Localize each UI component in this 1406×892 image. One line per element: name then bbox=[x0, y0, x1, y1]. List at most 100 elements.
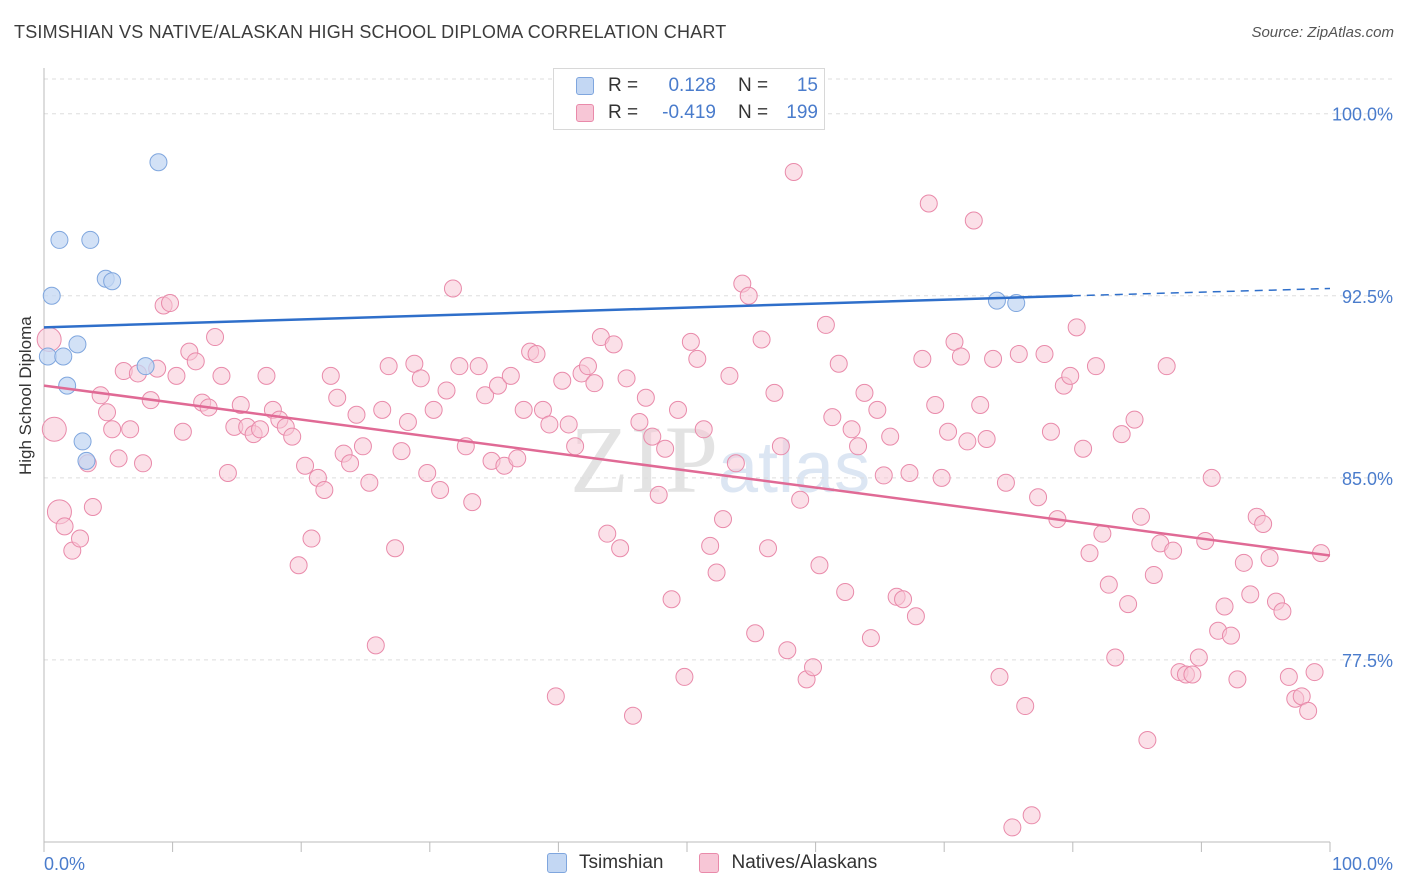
data-point-natives bbox=[443, 279, 462, 298]
data-point-natives bbox=[418, 463, 437, 482]
data-point-tsimshian bbox=[42, 286, 61, 305]
data-point-natives bbox=[186, 352, 205, 371]
data-point-natives bbox=[1164, 541, 1183, 560]
data-point-natives bbox=[1183, 665, 1202, 684]
legend-n-value: 199 bbox=[786, 102, 818, 123]
data-point-natives bbox=[1022, 806, 1041, 825]
legend-row-natives: R = -0.419 N = 199 bbox=[576, 101, 818, 125]
data-point-natives bbox=[816, 315, 835, 334]
legend-item-natives: Natives/Alaskans bbox=[699, 852, 877, 874]
data-point-natives bbox=[360, 473, 379, 492]
data-point-natives bbox=[121, 420, 140, 439]
data-point-natives bbox=[1221, 626, 1240, 645]
data-point-natives bbox=[1138, 731, 1157, 750]
data-point-tsimshian bbox=[149, 153, 168, 172]
data-point-natives bbox=[662, 590, 681, 609]
data-point-natives bbox=[932, 468, 951, 487]
data-point-natives bbox=[951, 347, 970, 366]
data-point-natives bbox=[900, 463, 919, 482]
data-point-natives bbox=[784, 162, 803, 181]
data-point-natives bbox=[386, 539, 405, 558]
x-tick-label: 100.0% bbox=[1332, 854, 1393, 874]
data-point-natives bbox=[463, 493, 482, 512]
data-point-natives bbox=[855, 383, 874, 402]
data-point-natives bbox=[1273, 602, 1292, 621]
data-point-natives bbox=[752, 330, 771, 349]
legend-swatch-blue bbox=[576, 77, 594, 95]
data-point-natives bbox=[347, 405, 366, 424]
data-point-natives bbox=[1189, 648, 1208, 667]
data-point-natives bbox=[231, 396, 250, 415]
data-point-natives bbox=[161, 294, 180, 313]
data-point-natives bbox=[746, 624, 765, 643]
data-point-natives bbox=[681, 332, 700, 351]
data-point-natives bbox=[739, 286, 758, 305]
data-point-natives bbox=[289, 556, 308, 575]
data-point-natives bbox=[842, 420, 861, 439]
data-point-natives bbox=[501, 366, 520, 385]
data-point-natives bbox=[881, 427, 900, 446]
data-point-tsimshian bbox=[50, 230, 69, 249]
data-point-natives bbox=[649, 485, 668, 504]
data-point-natives bbox=[469, 357, 488, 376]
data-point-natives bbox=[720, 366, 739, 385]
data-point-natives bbox=[630, 413, 649, 432]
data-point-natives bbox=[257, 366, 276, 385]
data-point-natives bbox=[1080, 544, 1099, 563]
data-point-natives bbox=[836, 582, 855, 601]
data-point-natives bbox=[476, 386, 495, 405]
y-tick-label: 77.5% bbox=[1342, 651, 1393, 671]
data-point-natives bbox=[321, 366, 340, 385]
data-point-natives bbox=[1093, 524, 1112, 543]
trend-line-natives bbox=[43, 384, 1331, 557]
data-point-natives bbox=[688, 349, 707, 368]
legend-label-tsimshian: Tsimshian bbox=[579, 852, 664, 873]
data-point-natives bbox=[1234, 553, 1253, 572]
data-point-natives bbox=[675, 667, 694, 686]
data-point-natives bbox=[411, 369, 430, 388]
data-point-natives bbox=[623, 706, 642, 725]
correlation-legend: R = 0.128 N = 15 R = -0.419 N = 199 bbox=[553, 68, 825, 130]
data-point-natives bbox=[1125, 410, 1144, 429]
data-point-natives bbox=[611, 539, 630, 558]
data-point-natives bbox=[971, 396, 990, 415]
data-point-natives bbox=[1041, 422, 1060, 441]
data-point-natives bbox=[488, 376, 507, 395]
data-point-natives bbox=[283, 427, 302, 446]
data-point-natives bbox=[553, 371, 572, 390]
data-point-natives bbox=[1035, 345, 1054, 364]
data-point-natives bbox=[109, 449, 128, 468]
data-point-natives bbox=[714, 510, 733, 529]
data-point-tsimshian bbox=[54, 347, 73, 366]
data-point-natives bbox=[55, 517, 74, 536]
data-point-natives bbox=[926, 396, 945, 415]
data-point-natives bbox=[540, 415, 559, 434]
data-point-natives bbox=[701, 536, 720, 555]
data-point-natives bbox=[315, 480, 334, 499]
data-point-natives bbox=[643, 427, 662, 446]
data-point-natives bbox=[1279, 667, 1298, 686]
data-point-natives bbox=[829, 354, 848, 373]
data-point-natives bbox=[251, 420, 270, 439]
legend-row-tsimshian: R = 0.128 N = 15 bbox=[576, 74, 818, 98]
trend-line-tsimshian bbox=[43, 294, 1073, 329]
data-point-natives bbox=[1009, 345, 1028, 364]
data-point-natives bbox=[424, 400, 443, 419]
data-point-natives bbox=[1254, 514, 1273, 533]
data-point-natives bbox=[804, 658, 823, 677]
data-point-tsimshian bbox=[68, 335, 87, 354]
data-point-natives bbox=[791, 490, 810, 509]
data-point-tsimshian bbox=[81, 230, 100, 249]
y-tick-label: 85.0% bbox=[1342, 469, 1393, 489]
data-point-natives bbox=[1241, 585, 1260, 604]
data-point-natives bbox=[759, 539, 778, 558]
legend-n-label: N = bbox=[738, 102, 769, 123]
data-point-natives bbox=[765, 383, 784, 402]
data-point-natives bbox=[1016, 697, 1035, 716]
data-point-tsimshian bbox=[103, 272, 122, 291]
legend-r-value: -0.419 bbox=[662, 102, 716, 123]
data-point-natives bbox=[1260, 548, 1279, 567]
data-point-natives bbox=[1131, 507, 1150, 526]
data-point-natives bbox=[861, 629, 880, 648]
legend-swatch-tsimshian bbox=[547, 853, 567, 873]
